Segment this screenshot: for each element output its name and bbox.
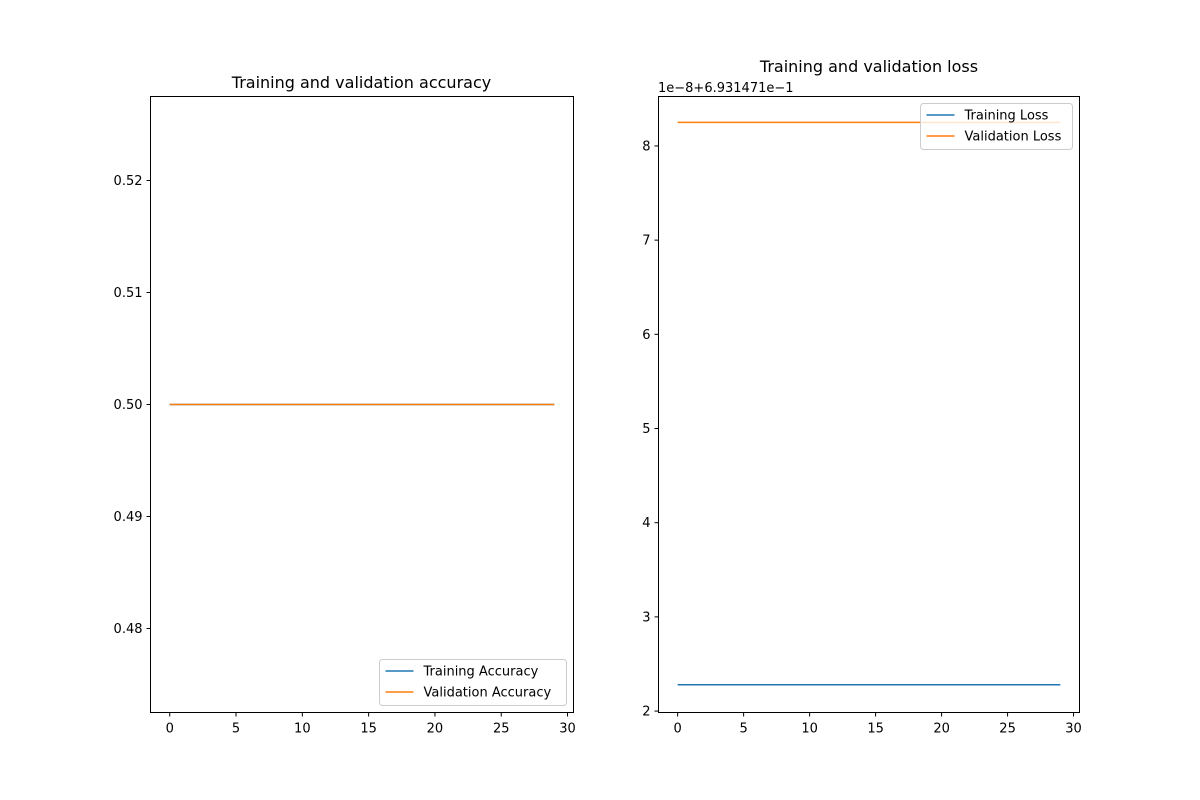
- loss-legend-label: Validation Loss: [965, 130, 1062, 145]
- accuracy-x-tick-label: 10: [294, 722, 311, 737]
- loss-legend-label: Training Loss: [964, 109, 1049, 124]
- accuracy-x-tick-label: 5: [232, 722, 240, 737]
- accuracy-y-tick-label: 0.49: [114, 510, 143, 525]
- loss-x-tick-label: 15: [867, 722, 884, 737]
- loss-y-tick-label: 8: [642, 139, 650, 154]
- accuracy-x-tick-label: 25: [493, 722, 510, 737]
- accuracy-x-tick-label: 30: [559, 722, 576, 737]
- loss-legend: Training Loss Validation Loss: [920, 103, 1073, 150]
- loss-x-axis: 0 5 10 15 20 25 30: [673, 712, 1082, 737]
- accuracy-chart-title: Training and validation accuracy: [231, 73, 491, 92]
- accuracy-y-tick-label: 0.48: [114, 622, 143, 637]
- accuracy-y-tick-label: 0.52: [114, 174, 143, 189]
- accuracy-legend-label: Training Accuracy: [423, 665, 539, 680]
- loss-chart-title: Training and validation loss: [759, 57, 978, 76]
- loss-y-tick-label: 7: [642, 234, 650, 249]
- loss-x-tick-label: 20: [933, 722, 950, 737]
- accuracy-y-axis: 0.48 0.49 0.50 0.51 0.52: [114, 174, 151, 637]
- loss-legend-box: [920, 103, 1073, 150]
- loss-y-tick-label: 5: [642, 422, 650, 437]
- accuracy-legend: Training Accuracy Validation Accuracy: [379, 659, 567, 706]
- accuracy-y-tick-label: 0.50: [114, 398, 143, 413]
- accuracy-y-tick-label: 0.51: [114, 286, 143, 301]
- accuracy-legend-label: Validation Accuracy: [424, 686, 552, 701]
- loss-y-tick-label: 4: [642, 516, 650, 531]
- accuracy-x-tick-label: 20: [427, 722, 444, 737]
- accuracy-legend-box: [379, 659, 567, 706]
- loss-x-tick-label: 5: [739, 722, 747, 737]
- accuracy-x-tick-label: 0: [166, 722, 174, 737]
- accuracy-chart: Training and validation accuracy 0 5 10 15 2…: [114, 73, 576, 737]
- loss-x-tick-label: 25: [999, 722, 1016, 737]
- accuracy-x-tick-label: 15: [360, 722, 377, 737]
- loss-x-tick-label: 0: [673, 722, 681, 737]
- accuracy-x-axis: 0 5 10 15 20 25 30: [166, 712, 576, 737]
- loss-y-tick-label: 3: [642, 610, 650, 625]
- loss-x-tick-label: 30: [1065, 722, 1082, 737]
- loss-chart: Training and validation loss 1e−8+6.9314…: [642, 57, 1082, 737]
- loss-x-tick-label: 10: [801, 722, 818, 737]
- loss-y-axis: 2 3 4 5 6 7 8: [642, 139, 659, 720]
- loss-y-tick-label: 2: [642, 705, 650, 720]
- loss-axis-offset-text: 1e−8+6.931471e−1: [658, 81, 794, 96]
- loss-y-tick-label: 6: [642, 328, 650, 343]
- loss-plot-area: [658, 96, 1080, 713]
